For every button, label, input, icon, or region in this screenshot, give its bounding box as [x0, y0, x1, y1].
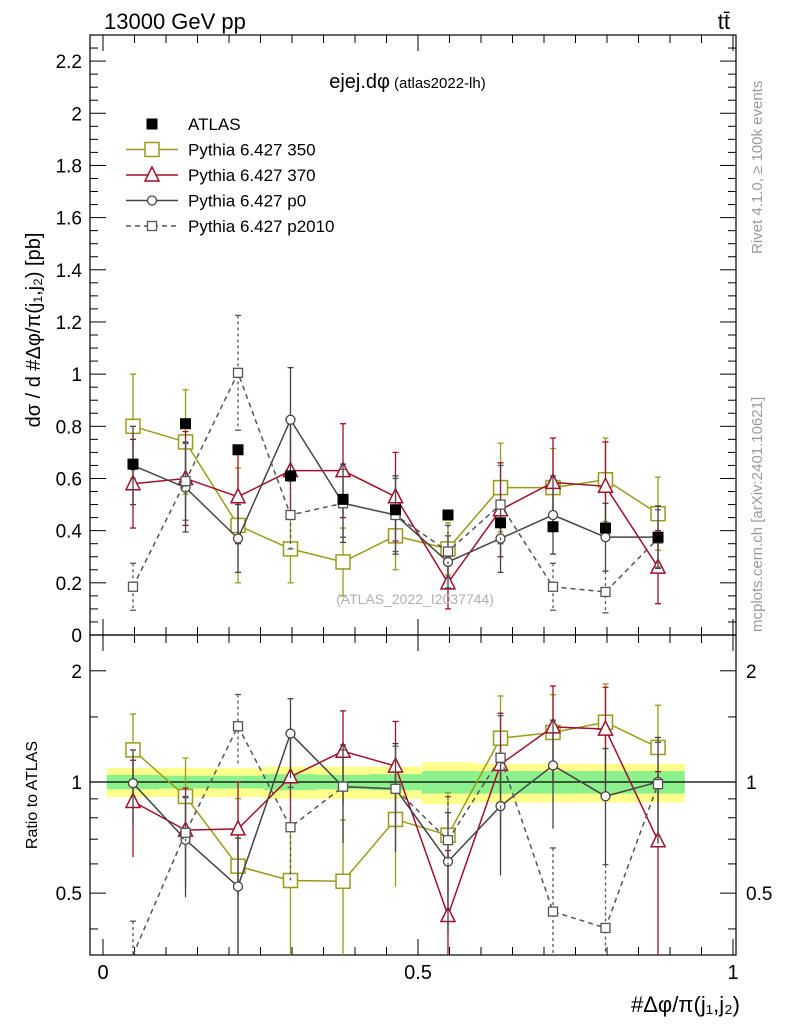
y-tick-label: 2.2	[56, 52, 82, 73]
legend-label: Pythia 6.427 350	[188, 141, 316, 160]
ratio-y-tick-label: 1	[71, 773, 82, 794]
series-point	[495, 499, 506, 510]
series-point	[285, 509, 296, 521]
x-tick-label: 1	[727, 962, 738, 984]
legend-label: Pythia 6.427 p0	[188, 192, 306, 211]
ratio-series-point	[229, 819, 247, 836]
ratio-series-point	[127, 778, 139, 789]
x-tick-label: 0	[97, 962, 108, 984]
ratio-y-tick-label-right: 2	[746, 662, 757, 683]
y-tick-label: 1	[71, 365, 82, 386]
watermark: (ATLAS_2022_I2037744)	[336, 591, 494, 607]
process-label: tt̄	[718, 9, 730, 34]
legend-marker	[146, 118, 158, 130]
ratio-series-point	[335, 873, 351, 890]
ratio-series-point	[285, 822, 296, 833]
main-axes: 0 0.2 0.4 0.6 0.8 1 1.2 1.4 1.6 1.8 2 2.2	[56, 34, 736, 647]
y-tick-label: 1.2	[56, 313, 82, 334]
series-point	[600, 532, 611, 543]
y-tick-label: 0.6	[56, 469, 82, 490]
series-point	[335, 554, 351, 570]
ratio-series-point	[495, 752, 506, 763]
data-point	[652, 531, 664, 543]
series-point	[232, 367, 244, 378]
ratio-series-point	[597, 719, 614, 736]
ratio-y-tick-label: 2	[71, 662, 82, 683]
ratio-series-point	[285, 728, 296, 739]
legend-marker	[146, 195, 158, 206]
y-tick-label: 0.8	[56, 417, 82, 438]
data-point	[180, 418, 192, 430]
plot-subtitle: (atlas2022-lh)	[394, 75, 486, 92]
series-point	[600, 586, 611, 598]
ratio-y-tick-label-right: 1	[746, 773, 757, 794]
x-axis-label: #Δφ/π(j₁,j₂)	[631, 992, 740, 1017]
ratio-series-point	[547, 906, 559, 917]
series-point	[597, 476, 614, 494]
energy-label: 13000 GeV pp	[104, 9, 246, 34]
ratio-series-point	[652, 778, 664, 790]
side-label-bottom: mcplots.cern.ch [arXiv:2401.10621]	[749, 397, 766, 632]
series-point	[180, 475, 191, 487]
ratio-series-point	[547, 760, 559, 771]
side-label-top: Rivet 4.1.0, ≥ 100k events	[749, 81, 766, 254]
data-point	[284, 470, 296, 482]
ratio-series-point	[600, 922, 611, 934]
data-point	[547, 521, 559, 533]
ratio-series-point	[337, 781, 349, 792]
legend-label: ATLAS	[188, 115, 241, 134]
y-axis-label: dσ / d #Δφ/π(j₁,j₂) [pb]	[23, 233, 45, 428]
plot-title: ejej.dφ	[329, 71, 390, 93]
legend-marker	[143, 165, 161, 182]
series-point	[547, 581, 559, 592]
ratio-series-point	[390, 783, 401, 794]
y-tick-label: 1.4	[56, 261, 83, 282]
ratio-series-point	[180, 827, 191, 838]
ratio-band	[90, 762, 736, 805]
ratio-axes: 0 0.5 1 0.5 0.5 1 1 2 2	[56, 635, 772, 984]
y-tick-label: 0.4	[56, 522, 83, 543]
ratio-y-tick-label-right: 0.5	[746, 884, 772, 905]
series-point	[232, 533, 244, 544]
data-point	[495, 517, 507, 529]
legend-label: Pythia 6.427 370	[188, 166, 316, 185]
data-point	[599, 522, 611, 534]
data-point	[442, 509, 454, 521]
series-point	[442, 546, 454, 557]
y-tick-label: 0.2	[56, 574, 82, 595]
y-tick-label: 1.8	[56, 156, 82, 177]
ratio-frame	[89, 634, 737, 956]
data-point	[127, 458, 139, 470]
ratio-series-point	[442, 835, 454, 846]
x-tick-label: 0.5	[404, 962, 432, 984]
y-tick-label: 0	[71, 626, 82, 647]
main-series	[124, 314, 667, 614]
data-point	[337, 493, 349, 505]
ratio-y-tick-label: 0.5	[56, 884, 82, 905]
y-tick-label: 2	[71, 104, 82, 125]
series-point	[547, 509, 559, 521]
data-point	[232, 444, 244, 456]
data-point	[390, 504, 402, 516]
y-tick-label: 1.6	[56, 209, 82, 230]
series-point	[229, 487, 247, 504]
ratio-y-axis-label: Ratio to ATLAS	[24, 741, 41, 849]
legend-marker	[144, 141, 160, 158]
legend-marker	[146, 220, 158, 232]
series-point	[285, 414, 296, 425]
legend: ATLAS Pythia 6.427 350 Pythia 6.427 370 Pyt…	[126, 115, 335, 236]
ratio-series-point	[232, 881, 244, 892]
series-point	[127, 581, 139, 592]
main-frame	[89, 34, 737, 636]
ratio-series	[124, 683, 667, 956]
legend-label: Pythia 6.427 p2010	[188, 217, 335, 236]
ratio-series-point	[600, 791, 611, 802]
ratio-series-point	[232, 721, 244, 732]
